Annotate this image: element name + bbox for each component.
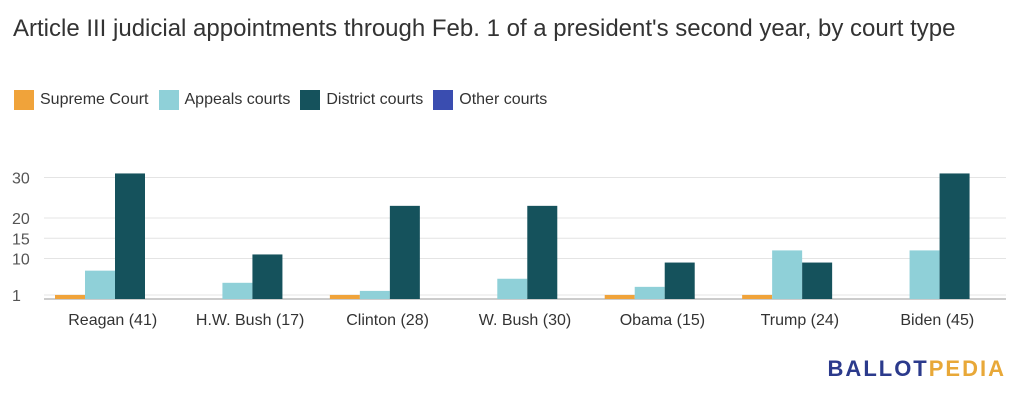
x-tick-label-1: H.W. Bush (17) [196,312,304,329]
legend-swatch-other-courts [433,90,454,110]
bar-appeals-courts-4 [634,286,665,299]
y-tick-label-10: 10 [12,252,30,269]
bar-appeals-courts-3 [497,278,528,299]
chart-title: Article III judicial appointments throug… [13,15,956,42]
x-tick-label-3: W. Bush (30) [479,312,571,329]
x-tick-label-0: Reagan (41) [68,312,157,329]
y-tick-label-30: 30 [12,171,30,188]
legend-item-supreme-court[interactable]: Supreme Court [14,90,149,110]
bar-appeals-courts-5 [772,250,803,299]
legend-label-district-courts: District courts [326,91,424,108]
ballotpedia-logo: BALLOTPEDIA [828,356,1006,382]
bar-district-courts-4 [664,262,695,299]
bar-district-courts-2 [389,205,420,299]
y-tick-label-1: 1 [12,288,21,305]
x-tick-label-4: Obama (15) [620,312,705,329]
bar-appeals-courts-2 [359,290,390,299]
bar-appeals-courts-0 [85,270,115,299]
legend-label-appeals-courts: Appeals courts [184,91,291,108]
y-tick-label-20: 20 [12,211,30,228]
bar-appeals-courts-6 [909,250,940,299]
legend-item-other-courts[interactable]: Other courts [433,90,547,110]
legend-swatch-district-courts [300,90,321,110]
legend-item-district-courts[interactable]: District courts [300,90,423,110]
legend-item-appeals-courts[interactable]: Appeals courts [158,90,291,110]
legend-label-supreme-court: Supreme Court [40,91,149,108]
legend-swatch-appeals-courts [158,90,179,110]
bar-district-courts-5 [802,262,833,299]
logo-text-ballot: BALLOT [827,356,929,381]
x-tick-label-2: Clinton (28) [346,312,429,329]
bar-district-courts-0 [115,173,145,299]
bar-supreme-court-5 [742,294,773,299]
chart-legend: Supreme Court Appeals courts District co… [14,90,557,110]
bar-district-courts-1 [252,254,283,299]
logo-text-pedia: PEDIA [928,356,1006,381]
x-tick-label-5: Trump (24) [761,312,840,329]
bar-supreme-court-0 [55,294,85,299]
bar-appeals-courts-1 [222,282,253,299]
bar-supreme-court-4 [604,294,635,299]
x-tick-label-6: Biden (45) [900,312,974,329]
bar-supreme-court-2 [329,294,360,299]
y-tick-label-15: 15 [12,231,30,248]
bar-district-courts-6 [939,173,970,299]
bar-district-courts-3 [527,205,558,299]
legend-swatch-supreme-court [14,90,34,110]
legend-label-other-courts: Other courts [459,91,548,108]
